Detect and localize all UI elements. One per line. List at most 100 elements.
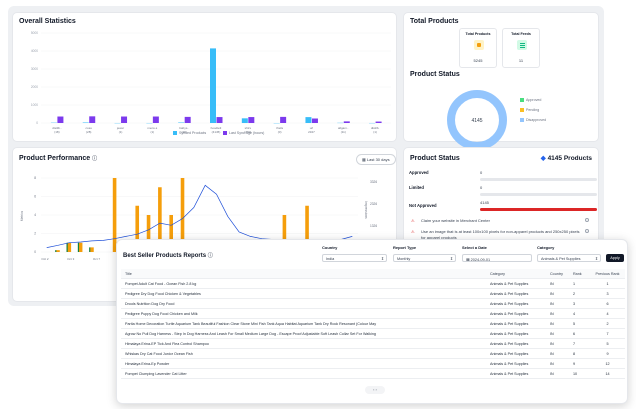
chevron-updown-icon: ⇕ <box>449 257 453 261</box>
bar-conversions <box>77 242 80 252</box>
bar-synced-products <box>241 118 248 123</box>
table-row[interactable]: Pedigree Puppy Dog Food Chicken and Milk… <box>121 309 625 319</box>
report-type-label: Report Type <box>393 245 417 250</box>
legend-synced-products: Synced Products <box>173 131 206 136</box>
status-note-claim[interactable]: ⚠ Claim your website in Merchant Center <box>409 218 589 226</box>
period-button[interactable]: ▦ Last 30 days <box>356 154 396 165</box>
legend-pending: Pending <box>520 108 539 113</box>
table-row[interactable]: Himalaya Erina-EP Tick And Flea Control … <box>121 339 625 349</box>
cell-previous-rank: 7 <box>606 332 609 336</box>
x-tick-sublabel: (28) <box>86 130 91 134</box>
info-icon: ⓘ <box>92 156 98 162</box>
category-select[interactable]: Animals & Pet Supplies ⇕ <box>537 254 601 262</box>
cell-title: Pompet Adult Cat Food - Ocean Fish 2.8 k… <box>125 282 197 286</box>
status-bar <box>480 178 597 181</box>
total-feeds-label: Total Feeds <box>511 32 531 36</box>
bar-clicks <box>135 205 140 252</box>
date-input[interactable]: ▦ 2024-09-01 <box>462 254 532 262</box>
cell-country: IN <box>550 302 554 306</box>
cell-previous-rank: 14 <box>605 372 610 376</box>
y-tick-label: 5000 <box>31 31 38 35</box>
status-name: Approved <box>409 170 429 175</box>
header-rank[interactable]: Rank <box>573 272 582 276</box>
country-label: Country <box>322 245 338 250</box>
cell-rank: 10 <box>573 372 578 376</box>
total-products-title: Total Products <box>410 18 459 25</box>
cell-previous-rank: 2 <box>606 322 609 326</box>
cell-previous-rank: 12 <box>605 362 610 366</box>
left-tick-label: 0 <box>34 250 36 254</box>
table-row[interactable]: Pompet Clumping Lavender Cat Litter Anima… <box>121 369 625 379</box>
cell-category: Animals & Pet Supplies <box>490 362 529 366</box>
bar-synced-products <box>178 122 185 123</box>
overall-statistics-title: Overall Statistics <box>19 18 76 25</box>
x-tick-label: cosu <box>86 126 93 130</box>
bar-last-sync-age <box>216 117 223 123</box>
status-value: 0 <box>480 170 483 175</box>
header-title[interactable]: Title <box>125 272 132 276</box>
bar-clicks <box>56 250 60 252</box>
right-tick-label: 1326 <box>370 224 377 228</box>
table-row[interactable]: Pedigree Dry Dog Food Chicken & Vegetabl… <box>121 289 625 299</box>
cell-country: IN <box>550 352 554 356</box>
table-row[interactable]: Whiskas Dry Cat Food Junior Ocean Fish An… <box>121 349 625 359</box>
bar-conversions <box>55 250 57 252</box>
x-tick-sublabel: (11) <box>341 130 346 134</box>
bar-conversions <box>89 247 91 252</box>
donut-center-value: 4145 <box>471 118 482 124</box>
status-note-image[interactable]: ⚠ Use an image that is at least 100x100 … <box>409 229 589 243</box>
warning-icon: ⚠ <box>411 229 415 234</box>
table-row[interactable]: Pompet Adult Cat Food - Ocean Fish 2.8 k… <box>121 279 625 289</box>
cell-category: Animals & Pet Supplies <box>490 342 529 346</box>
x-tick-sublabel: (1) <box>151 130 155 134</box>
country-select[interactable]: India ⇕ <box>322 254 387 262</box>
overall-statistics-card: Overall Statistics 5000 4000 3000 2000 1000 0… <box>12 12 397 142</box>
cell-title: Pedigree Dry Dog Food Chicken & Vegetabl… <box>125 292 201 296</box>
box-icon <box>474 40 484 50</box>
calendar-icon: ▦ <box>466 257 471 262</box>
cell-category: Animals & Pet Supplies <box>490 372 529 376</box>
pagination[interactable]: ‹ › <box>365 386 385 394</box>
cell-category: Animals & Pet Supplies <box>490 282 529 286</box>
x-tick-label: babys.. <box>179 126 189 130</box>
cell-category: Animals & Pet Supplies <box>490 292 529 296</box>
cell-rank: 9 <box>573 362 576 366</box>
apply-button[interactable]: Apply <box>606 254 624 262</box>
table-row[interactable]: Partia Home Decoration Turtle Aquarium T… <box>121 319 625 329</box>
total-feeds-value: 11 <box>518 58 524 63</box>
status-name: Not Approved <box>409 203 437 208</box>
table-row[interactable]: Agrow No Pull Dog Harness - Step In Dog … <box>121 329 625 339</box>
bar-last-sync-age <box>375 121 382 123</box>
x-tick-label: url <box>310 126 314 130</box>
header-previous-rank[interactable]: Previous Rank <box>595 272 620 276</box>
cell-rank: 6 <box>573 332 576 336</box>
report-type-select[interactable]: Monthly ⇕ <box>393 254 456 262</box>
bar-last-sync-age <box>57 116 64 123</box>
cell-title: Pompet Clumping Lavender Cat Litter <box>125 372 187 376</box>
x-tick-sublabel: (260) <box>244 130 251 134</box>
right-tick-label: 2326 <box>370 202 377 206</box>
header-category[interactable]: Category <box>490 272 505 276</box>
cell-rank: 4 <box>573 312 576 316</box>
cell-previous-rank: 5 <box>606 342 609 346</box>
donut-ring-disapproved <box>447 90 507 150</box>
report-table: Title Category Country Rank Previous Ran… <box>121 269 625 379</box>
x-tick-label: shirs <box>245 126 252 130</box>
bar-clicks <box>180 178 185 252</box>
x-tick-label: mens-s <box>147 126 157 130</box>
table-row[interactable]: Drools Nutrition Dog Dry Food Animals & P… <box>121 299 625 309</box>
header-country[interactable]: Country <box>550 272 563 276</box>
chevron-updown-icon: ⇕ <box>594 257 598 261</box>
info-icon: ⓘ <box>207 253 213 259</box>
table-row[interactable]: Himalaya Erina-Ep Powder Animals & Pet Su… <box>121 359 625 369</box>
bar-clicks <box>169 215 173 252</box>
tag-icon: ◆ <box>540 155 546 162</box>
left-tick-label: 6 <box>34 195 36 199</box>
cell-category: Animals & Pet Supplies <box>490 332 529 336</box>
status-value: 4145 <box>480 200 489 205</box>
left-axis-label: Metrics <box>20 210 24 221</box>
total-products-value: 5245 <box>473 58 483 63</box>
cell-country: IN <box>550 342 554 346</box>
cell-title: Whiskas Dry Cat Food Junior Ocean Fish <box>125 352 193 356</box>
cell-category: Animals & Pet Supplies <box>490 312 529 316</box>
